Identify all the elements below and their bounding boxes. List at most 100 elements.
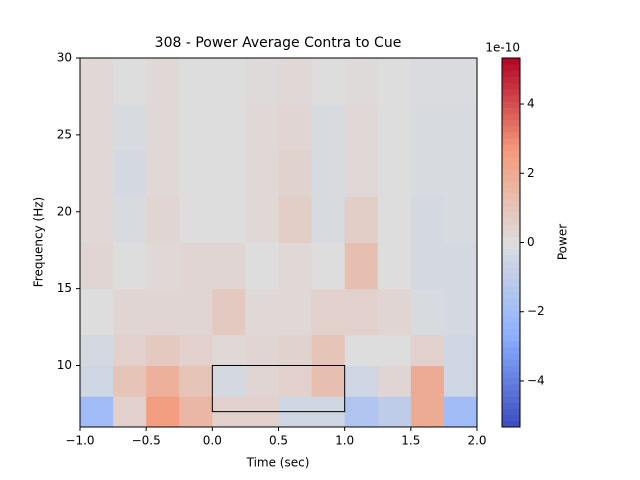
colorbar-segment xyxy=(502,64,520,71)
heatmap-cell xyxy=(245,104,279,151)
heatmap-cell xyxy=(344,150,379,197)
heatmap-cell xyxy=(311,58,346,105)
x-tick-label: 0.5 xyxy=(269,434,288,448)
heatmap-cell xyxy=(344,288,379,336)
colorbar-offset: 1e-10 xyxy=(485,41,520,55)
heatmap-cell xyxy=(179,396,213,428)
colorbar-segment xyxy=(502,408,520,416)
heatmap-cell xyxy=(212,242,246,290)
colorbar-segment xyxy=(502,285,520,293)
heatmap-cell xyxy=(245,58,279,105)
heatmap-cell xyxy=(212,334,246,366)
heatmap-cell xyxy=(146,396,180,428)
colorbar-segment xyxy=(502,402,520,410)
heatmap-cell xyxy=(377,58,412,105)
heatmap-cell xyxy=(278,196,313,243)
heatmap-cell xyxy=(377,396,412,428)
colorbar-segment xyxy=(502,101,520,108)
heatmap-cell xyxy=(443,242,478,290)
colorbar-segment xyxy=(502,248,520,256)
colorbar-segment xyxy=(502,297,520,305)
x-tick-label: 0.0 xyxy=(203,434,222,448)
heatmap-cell xyxy=(377,288,412,336)
colorbar-segment xyxy=(502,211,520,219)
heatmap-cell xyxy=(278,288,313,336)
colorbar-tick-label: 2 xyxy=(527,166,535,180)
x-tick-label: 1.5 xyxy=(401,434,420,448)
heatmap-cell xyxy=(113,288,147,336)
colorbar-segment xyxy=(502,310,520,317)
x-tick-label: 2.0 xyxy=(467,434,486,448)
heatmap-cell xyxy=(443,104,478,151)
colorbar-segment xyxy=(502,150,520,157)
colorbar-segment xyxy=(502,58,520,65)
heatmap-cell xyxy=(80,334,114,366)
colorbar-tick-label: −4 xyxy=(527,373,545,387)
heatmap-cell xyxy=(179,365,213,397)
heatmap-cell xyxy=(410,334,445,366)
colorbar-segment xyxy=(502,304,520,311)
colorbar-segment xyxy=(502,347,520,354)
heatmap-cell xyxy=(179,334,213,366)
colorbar-segment xyxy=(502,334,520,342)
colorbar-segment xyxy=(502,113,520,120)
colorbar-tick-label: 4 xyxy=(527,97,535,111)
heatmap-cell xyxy=(311,104,346,151)
heatmap-cell xyxy=(80,196,114,243)
heatmap-cell xyxy=(278,104,313,151)
heatmap-cell xyxy=(113,396,147,428)
colorbar-segment xyxy=(502,260,520,268)
heatmap-cell xyxy=(344,334,379,366)
colorbar-segment xyxy=(502,144,520,151)
heatmap-cell xyxy=(80,396,114,428)
heatmap-cell xyxy=(344,58,379,105)
heatmap-cell xyxy=(146,104,180,151)
colorbar-segment xyxy=(502,377,520,385)
x-tick-label: 1.0 xyxy=(335,434,354,448)
colorbar-label: Power xyxy=(556,224,570,260)
heatmap-cell xyxy=(245,150,279,197)
y-tick-label: 20 xyxy=(57,204,72,218)
heatmap-cell xyxy=(443,58,478,105)
heatmap-cell xyxy=(410,104,445,151)
heatmap-cell xyxy=(311,365,346,397)
heatmap-cell xyxy=(344,396,379,428)
colorbar-segment xyxy=(502,131,520,139)
heatmap-cell xyxy=(377,150,412,197)
heatmap-cell xyxy=(278,242,313,290)
heatmap-cell xyxy=(443,334,478,366)
colorbar-segment xyxy=(502,137,520,145)
heatmap-cell xyxy=(146,150,180,197)
colorbar-segment xyxy=(502,217,520,225)
colorbar-tick-label: −2 xyxy=(527,304,545,318)
heatmap-cell xyxy=(443,396,478,428)
heatmap-cell xyxy=(113,150,147,197)
colorbar-segment xyxy=(502,76,520,84)
heatmap-cell xyxy=(410,242,445,290)
heatmap-cell xyxy=(344,104,379,151)
heatmap-cell xyxy=(377,365,412,397)
colorbar-segment xyxy=(502,267,520,274)
heatmap-cell xyxy=(80,150,114,197)
colorbar-segment xyxy=(502,70,520,77)
heatmap-cell xyxy=(410,196,445,243)
heatmap-cell xyxy=(377,242,412,290)
colorbar-segment xyxy=(502,199,520,207)
colorbar-segment xyxy=(502,273,520,280)
colorbar-segment xyxy=(502,328,520,336)
colorbar-segment xyxy=(502,94,520,102)
colorbar-segment xyxy=(502,125,520,133)
colorbar-segment xyxy=(502,340,520,348)
colorbar-segment xyxy=(502,205,520,213)
colorbar-segment xyxy=(502,291,520,299)
colorbar-segment xyxy=(502,414,520,422)
colorbar-segment xyxy=(502,162,520,170)
heatmap-cell xyxy=(443,365,478,397)
heatmap-cell xyxy=(80,104,114,151)
heatmap-cell xyxy=(278,150,313,197)
y-tick-label: 25 xyxy=(57,127,72,141)
heatmap-cell xyxy=(245,196,279,243)
heatmap-cell xyxy=(179,104,213,151)
heatmap-cell xyxy=(377,196,412,243)
